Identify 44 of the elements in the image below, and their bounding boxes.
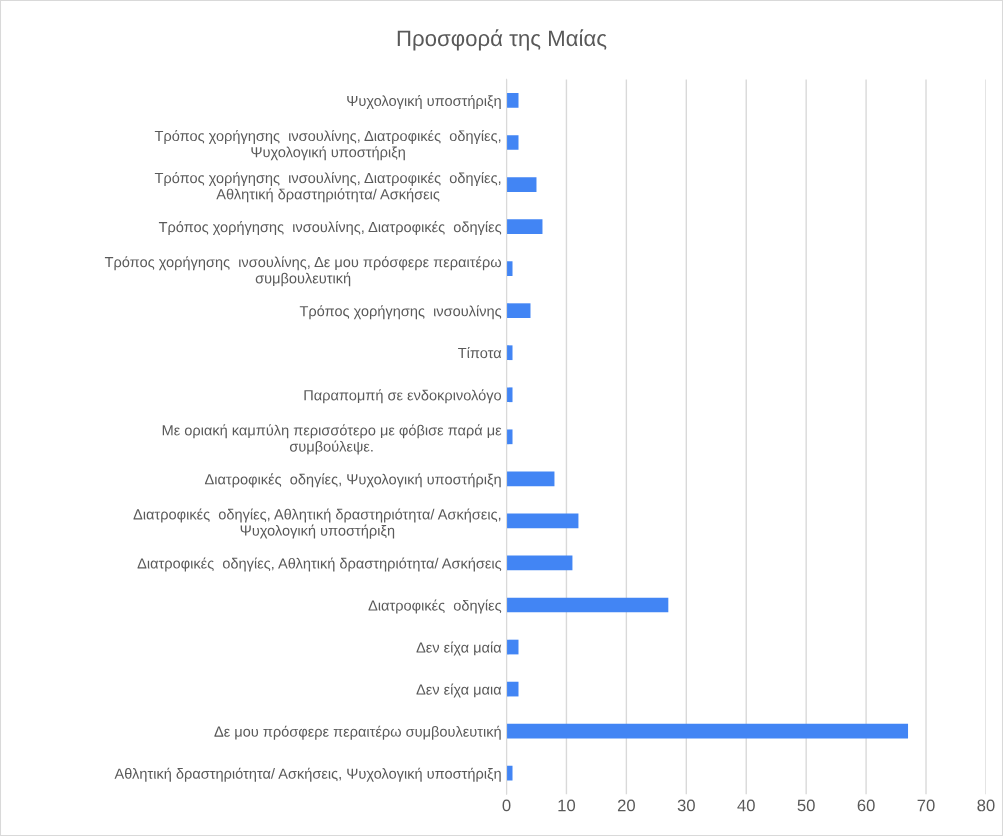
- y-tick-label: Διατροφικές οδηγίες: [368, 599, 502, 614]
- y-tick-label: Τρόπος χορήγησης ινσουλίνης, Διατροφικές οδηγίες, Αθλητική δραστηριότητα/ Ασκήσεις: [154, 172, 501, 203]
- y-tick-label: Παραπομπή σε ενδοκρινολόγο: [304, 389, 502, 404]
- x-tick-label: 40: [737, 799, 755, 812]
- bar: [506, 177, 537, 192]
- y-tick-label: Τίποτα: [458, 347, 502, 359]
- bar: [506, 639, 519, 655]
- bar: [506, 471, 555, 487]
- bar: [506, 681, 519, 697]
- bar: [506, 261, 513, 276]
- x-tick-label: 10: [558, 799, 576, 812]
- bar: [506, 303, 531, 319]
- bar: [506, 723, 909, 739]
- y-tick-label: Με οριακή καμπύλη περισσότερο με φόβισε παρά με συμβούλεψε.: [162, 424, 502, 455]
- y-tick-label: Αθλητική δραστηριότητα/ Ασκήσεις, Ψυχολογική υποστήριξη: [114, 767, 501, 782]
- y-tick-label: Τρόπος χορήγησης ινσουλίνης, Διατροφικές οδηγίες, Ψυχολογική υποστήριξη: [154, 129, 501, 161]
- x-tick-label: 0: [502, 799, 511, 812]
- y-tick-label: Τρόπος χορήγησης ινσουλίνης, Δε μου πρόσφερε περαιτέρω συμβουλευτική: [104, 256, 502, 287]
- y-tick-label: Διατροφικές οδηγίες, Ψυχολογική υποστήριξη: [204, 473, 501, 488]
- x-tick-label: 80: [977, 799, 995, 812]
- bar: [506, 597, 669, 613]
- bar: [506, 513, 579, 529]
- y-tick-label: Δεν είχα μαια: [416, 683, 502, 698]
- bar: [506, 93, 519, 108]
- x-tick-label: 70: [917, 799, 935, 812]
- bar: [506, 345, 513, 361]
- x-tick-label: 30: [677, 799, 695, 812]
- y-tick-label: Διατροφικές οδηγίες, Αθλητική δραστηριότητα/ Ασκήσεις, Ψυχολογική υποστήριξη: [133, 508, 501, 539]
- y-tick-label: Τρόπος χορήγησης ινσουλίνης: [299, 305, 502, 320]
- y-tick-label: Διατροφικές οδηγίες, Αθλητική δραστηριότητα/ Ασκήσεις: [137, 557, 502, 572]
- bar: [506, 135, 519, 150]
- x-tick-label: 50: [797, 799, 815, 812]
- chart-title: Προσφορά της Μαίας: [397, 29, 607, 51]
- bar: [506, 387, 513, 403]
- bar: [506, 555, 573, 571]
- bar: [506, 429, 513, 445]
- y-tick-label: Τρόπος χορήγησης ινσουλίνης, Διατροφικές οδηγίες: [158, 221, 502, 236]
- bar: [506, 765, 513, 781]
- x-tick-label: 20: [617, 799, 635, 812]
- y-tick-label: Δε μου πρόσφερε περαιτέρω συμβουλευτική: [214, 725, 501, 740]
- x-tick-label: 60: [857, 799, 875, 812]
- y-tick-label: Ψυχολογική υποστήριξη: [347, 94, 501, 109]
- bar: [506, 219, 543, 234]
- y-tick-label: Δεν είχα μαία: [416, 641, 502, 656]
